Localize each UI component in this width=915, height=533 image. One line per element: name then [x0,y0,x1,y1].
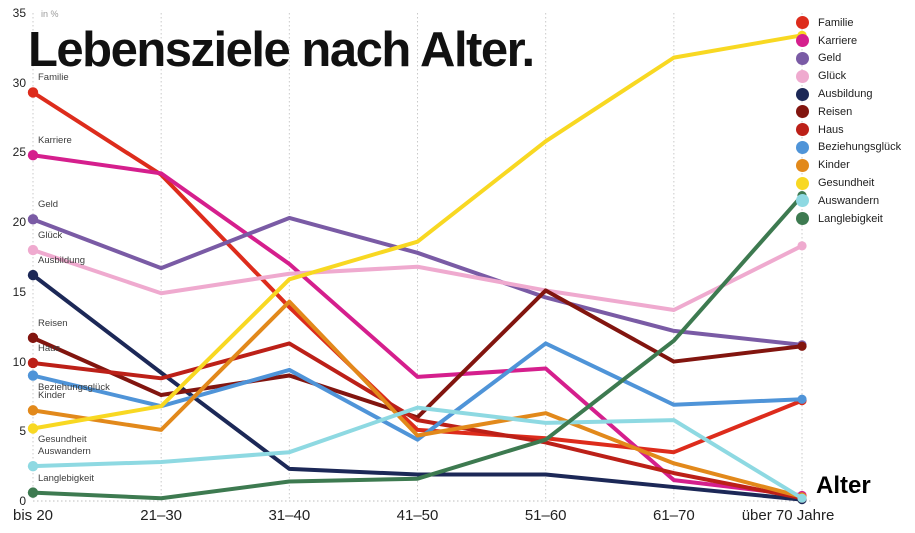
legend-item-Familie: Familie [796,14,901,32]
series-label-Geld: Geld [38,199,59,211]
x-tick-label: 41–50 [396,507,439,524]
legend-item-Beziehungsglück: Beziehungsglück [796,139,901,157]
legend-label: Gesundheit [818,177,875,190]
legend-dot-icon [796,105,809,119]
legend-dot-icon [796,69,809,83]
series-line-Ausbildung [31,273,805,502]
legend-label: Beziehungsglück [818,141,902,154]
legend-dot-icon [796,87,809,101]
legend-item-Glück: Glück [796,67,901,85]
series-start-dot-Familie [27,87,39,98]
series-line-Karriere [31,153,805,498]
series-label-Haus: Haus [38,342,61,354]
legend-dot-icon [796,51,809,65]
y-tick-label: 35 [12,5,26,20]
series-start-dot-Glück [27,244,39,256]
x-tick-label: bis 20 [12,507,54,524]
legend-label: Geld [818,52,842,65]
series-start-dot-Ausbildung [27,269,39,281]
legend-item-Karriere: Karriere [796,32,901,50]
legend-item-Reisen: Reisen [796,103,901,121]
legend-label: Ausbildung [818,88,873,101]
series-label-Glück: Glück [38,230,63,242]
series-line-Auswandern [31,405,805,501]
legend-dot-icon [796,176,809,190]
series-line-Glück [31,243,805,312]
series-label-Reisen: Reisen [38,317,68,329]
series-end-dot-Beziehungsglück [797,394,807,404]
series-start-dot-Kinder [27,405,39,416]
series-label-Familie: Familie [38,72,69,84]
x-tick-label: 51–60 [524,507,567,524]
y-tick-label: 20 [12,215,26,230]
x-tick-label: 21–30 [140,507,183,524]
legend-label: Kinder [818,159,850,172]
series-start-dot-Gesundheit [27,423,39,434]
series-start-dot-Reisen [27,332,39,344]
series-label-Karriere: Karriere [38,135,72,147]
series-end-dot-Reisen [797,341,807,351]
series-line-Geld [31,215,805,347]
legend-item-Auswandern: Auswandern [796,192,901,210]
legend-item-Langlebigkeit: Langlebigkeit [796,210,901,228]
y-tick-label: 25 [12,145,26,160]
y-tick-label: 30 [12,75,26,90]
legend-item-Kinder: Kinder [796,156,901,174]
y-tick-label: 5 [19,424,26,439]
series-label-Kinder: Kinder [38,390,66,402]
page-title: Lebensziele nach Alter. [28,23,535,77]
series-end-dot-Glück [797,241,807,251]
series-end-dot-Auswandern [797,493,807,503]
y-tick-label: 0 [19,494,26,508]
legend-label: Familie [818,16,854,29]
legend-dot-icon [796,34,809,48]
series-label-Ausbildung: Ausbildung [38,255,86,267]
series-start-dot-Haus [27,357,39,369]
series-start-dot-Beziehungsglück [27,370,39,381]
x-axis-title: Alter [816,472,871,499]
series-start-dot-Langlebigkeit [27,487,39,498]
y-tick-label: 10 [12,354,26,369]
series-line-Reisen [31,288,805,420]
series-line-Langlebigkeit [31,193,805,501]
legend-dot-icon [796,212,809,226]
legend-dot-icon [796,123,809,137]
legend-label: Langlebigkeit [818,212,883,225]
legend: Familie Karriere Geld Glück Ausbildung Reisen… [796,14,901,228]
legend-item-Geld: Geld [796,50,901,68]
series-start-dot-Karriere [27,150,39,161]
legend-label: Karriere [818,34,858,47]
legend-dot-icon [796,158,809,172]
y-tick-label: 15 [12,284,26,299]
legend-dot-icon [796,194,809,208]
x-tick-label: 31–40 [268,507,311,524]
series-line-Gesundheit [31,33,805,431]
legend-dot-icon [796,16,809,30]
series-label-Gesundheit: Gesundheit [38,434,87,446]
legend-item-Gesundheit: Gesundheit [796,174,901,192]
x-tick-label: 61–70 [652,507,695,524]
series-label-Langlebigkeit: Langlebigkeit [38,472,94,484]
legend-item-Ausbildung: Ausbildung [796,85,901,103]
legend-label: Haus [818,123,844,136]
y-axis-unit-label: in % [41,9,59,19]
series-label-Auswandern: Auswandern [38,446,91,458]
legend-label: Glück [818,70,847,83]
series-start-dot-Auswandern [27,460,39,472]
series-line-Kinder [31,299,805,499]
legend-item-Haus: Haus [796,121,901,139]
series-line-Haus [31,341,805,501]
series-label-Beziehungsglück: Beziehungsglück [38,381,110,393]
series-start-dot-Geld [27,214,39,225]
x-tick-label: über 70 Jahre [741,507,835,524]
legend-dot-icon [796,140,809,154]
legend-label: Auswandern [818,194,880,207]
legend-label: Reisen [818,105,853,118]
